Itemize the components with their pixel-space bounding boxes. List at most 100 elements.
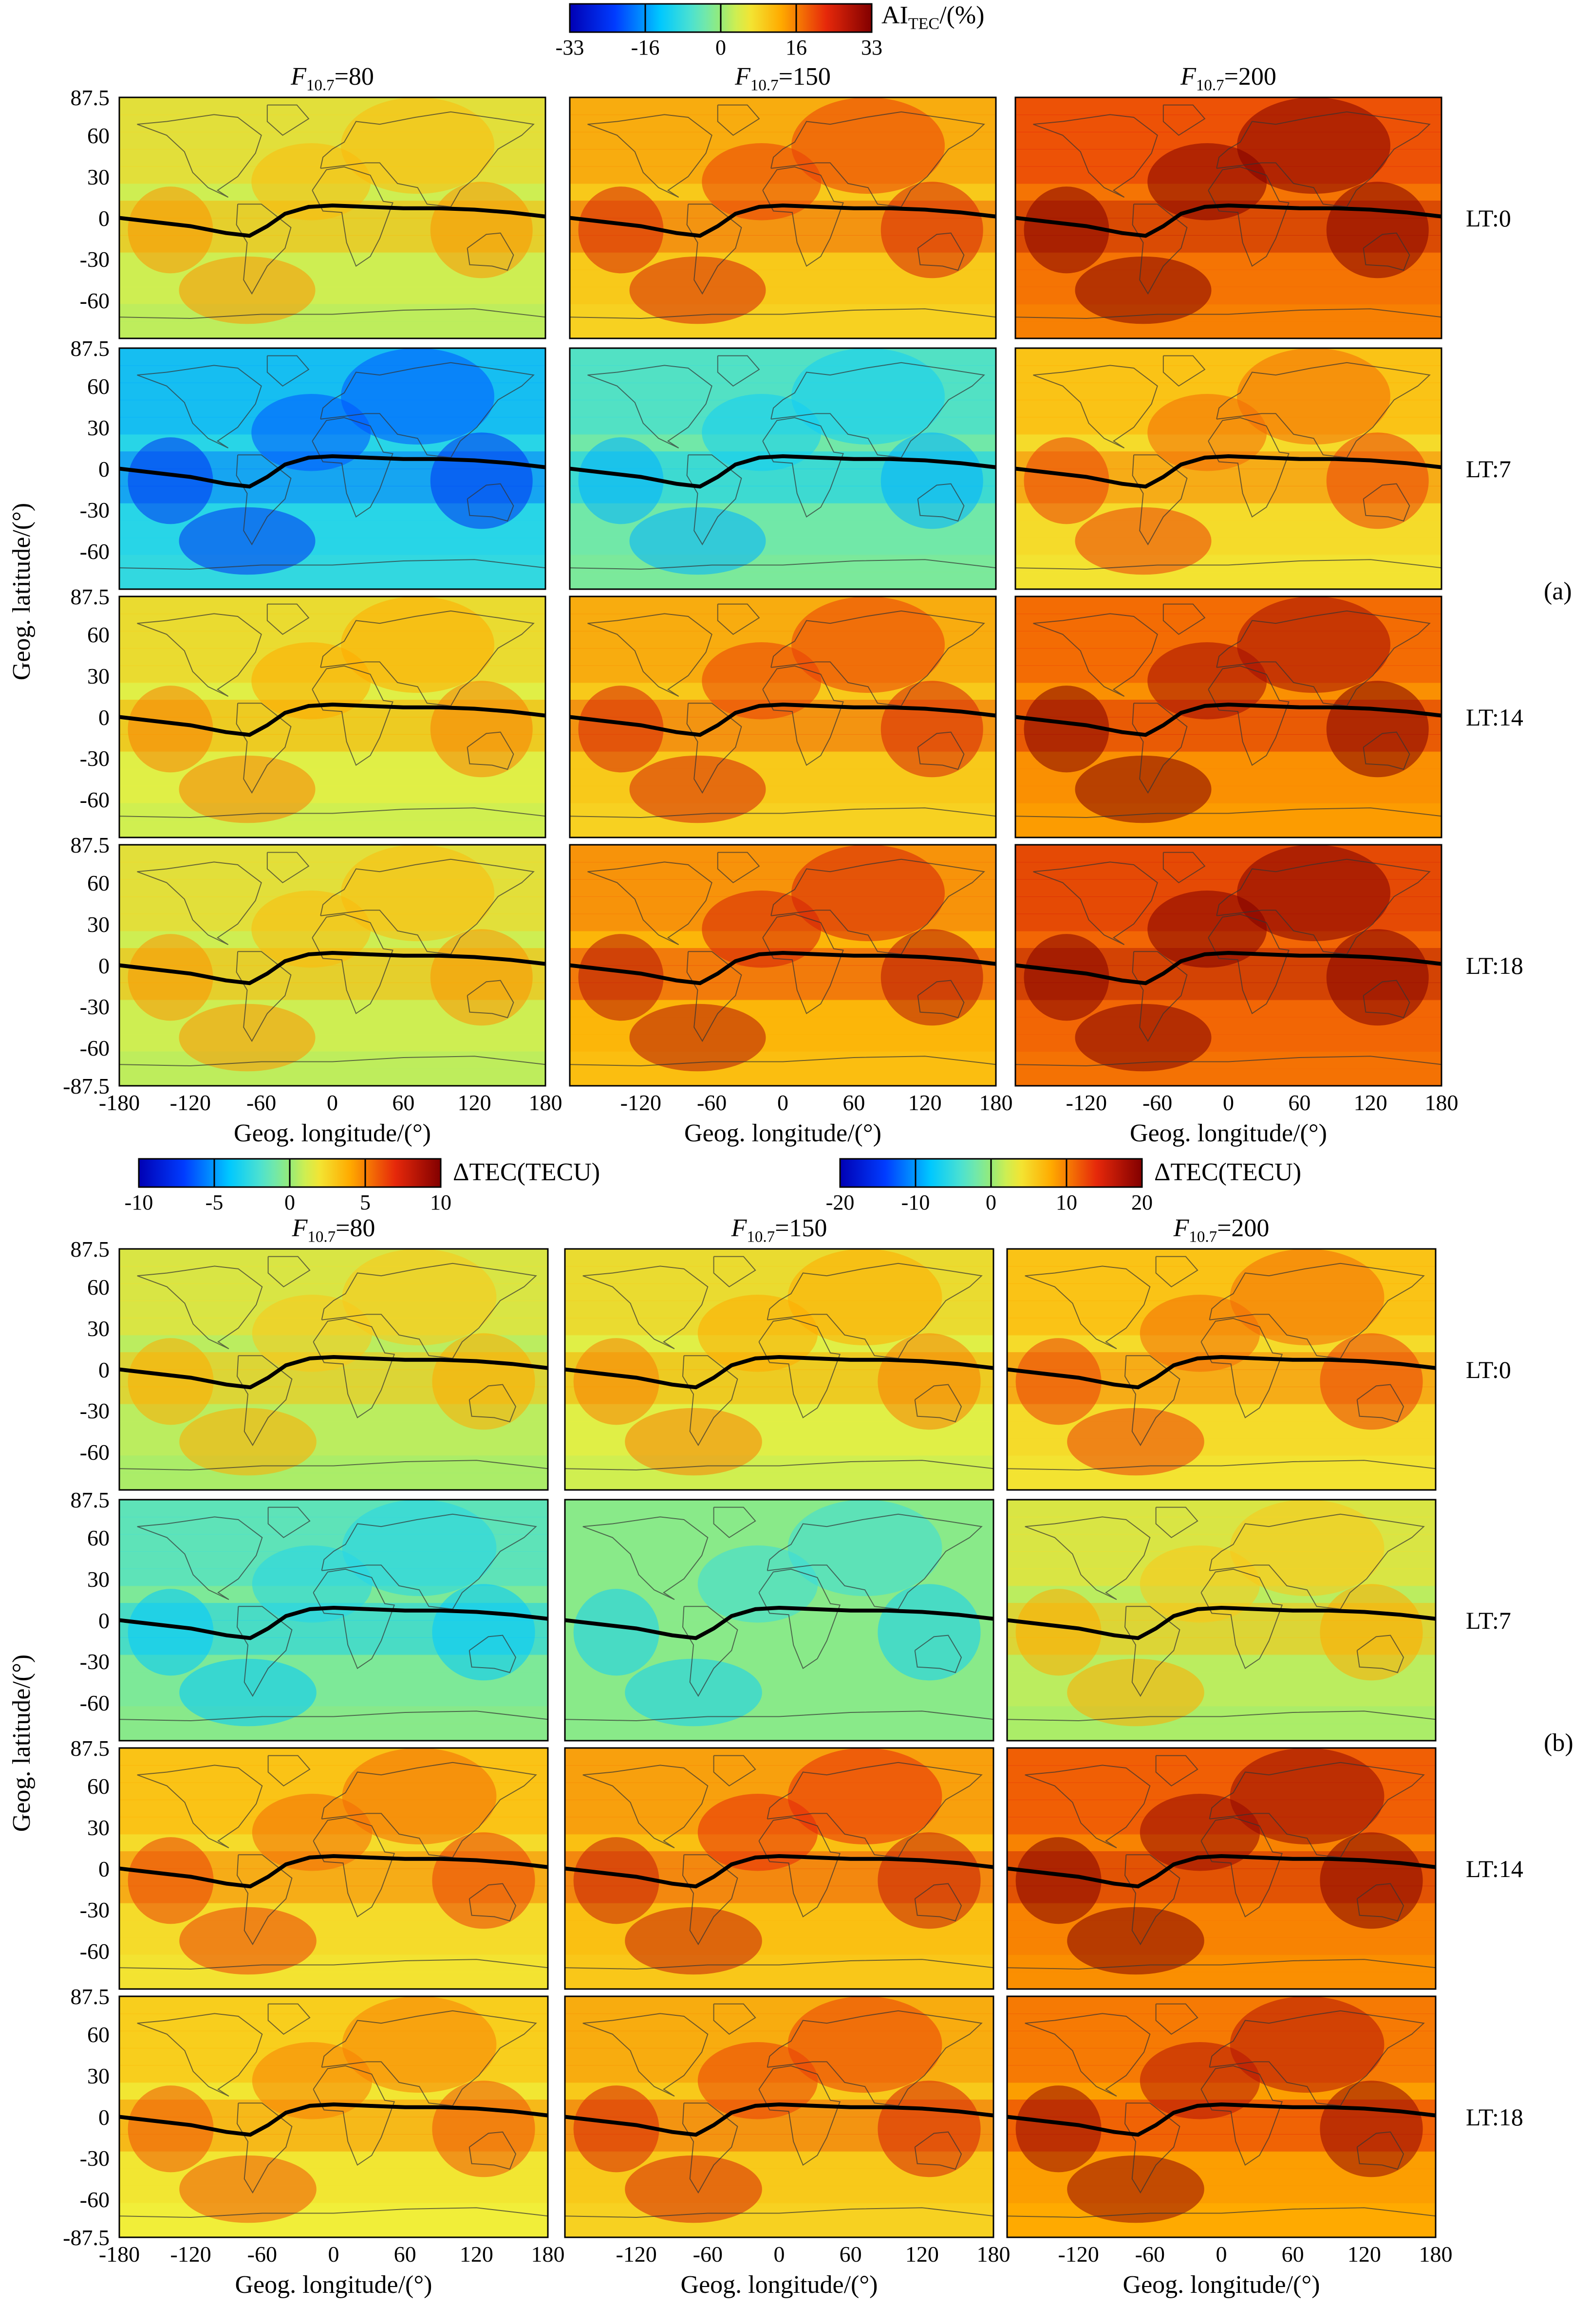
lon-tick-label: 180 [1424,1090,1459,1115]
map-band [1007,1455,1436,1473]
lon-tick-label: -120 [1058,2242,1099,2267]
map-frame [569,96,997,339]
coastline [266,104,310,136]
lat-tick-label: 60 [87,1773,110,1799]
map-band [1007,1472,1436,1490]
coastline [767,1762,983,1858]
map-band [119,803,545,821]
coastline [312,166,393,267]
coastline [266,852,310,884]
colorbar-tick-label: 10 [430,1190,451,1214]
magnetic-equator-line [119,1605,548,1640]
x-axis-label: Geog. longitude/(°) [684,1119,881,1147]
map-anomaly-blob [1067,1658,1204,1727]
lon-tick-label: 120 [905,2242,939,2267]
map-frame [564,1248,994,1491]
map-anomaly-blob [573,1837,659,1924]
map-anomaly-blob [342,1249,497,1345]
lat-tick-label: -87.5 [63,2225,110,2250]
map-panel-b-r0-c2 [1006,1248,1437,1491]
y-axis-label: Geog. latitude/(°) [8,502,36,681]
coastline [467,232,514,271]
coastline [587,365,712,449]
coastline [917,232,965,271]
lt-label: LT:7 [1466,455,1511,483]
map-band [565,1706,993,1724]
map-anomaly-blob [1015,1837,1102,1924]
map-anomaly-blob [578,186,664,274]
map-anomaly-blob [432,1832,535,1929]
map-anomaly-blob [791,596,945,693]
map-anomaly-blob [251,143,371,221]
coastline [266,355,310,387]
coastline [137,613,262,697]
coastline [1155,1755,1198,1787]
map-anomaly-blob [791,348,945,445]
coastline [1025,1265,1151,1350]
map-band [565,1996,993,2014]
lon-tick-label: 180 [531,2242,565,2267]
map-band [119,1954,548,1972]
coastline [1162,355,1206,387]
magnetic-equator-line [119,203,545,238]
coastline [713,1256,756,1288]
map-anomaly-blob [179,755,316,823]
coastline [1216,610,1431,706]
lon-tick-label: 0 [777,1090,788,1115]
coastline [1200,1817,1283,1918]
magnetic-equator-line [565,1355,993,1390]
lat-tick-label: -60 [79,1691,110,1716]
magnetic-equator-line [119,702,545,737]
map-band [565,1723,993,1741]
map-anomaly-blob [128,186,213,274]
map-anomaly-blob [1024,686,1109,773]
magnetic-equator-line [1015,950,1441,985]
f-symbol: F [291,63,306,91]
map-frame [118,1499,549,1742]
map-anomaly-blob [697,1545,818,1623]
map-anomaly-blob [1320,1333,1423,1430]
map-panel-a-r0-c1 [569,96,997,339]
lat-tick-label: 60 [87,123,110,148]
map-band [570,97,996,115]
map-panel-b-r3-c1 [564,1995,994,2238]
lon-tick-label: -60 [247,2242,277,2267]
coastline [321,1513,537,1610]
coastline [713,2003,756,2035]
coastline [1033,613,1158,697]
f-value: =80 [334,63,374,91]
map-frame [569,595,997,838]
lon-tick-label: 120 [1353,1090,1387,1115]
coastline [266,603,310,635]
colorbar-tick-label: -5 [205,1190,224,1214]
lat-tick-label: -30 [79,994,110,1020]
map-frame [1014,96,1442,339]
map-anomaly-blob [878,1584,981,1681]
coastline [119,1460,548,1471]
map-frame [1006,1248,1437,1491]
map-anomaly-blob [1237,97,1390,194]
map-anomaly-blob [1237,596,1390,693]
lt-label: LT:18 [1466,2103,1523,2131]
map-frame [564,1747,994,1990]
coastline [1025,1516,1151,1600]
map-anomaly-blob [1024,437,1109,524]
map-anomaly-blob [1015,2085,1102,2173]
lt-label: LT:14 [1466,703,1523,731]
lat-tick-label: 0 [98,205,110,231]
coastline [1025,2013,1151,2097]
coastline [758,1817,841,1918]
map-anomaly-blob [342,1500,497,1596]
magnetic-equator-line [1007,2102,1436,2137]
map-anomaly-blob [430,929,533,1026]
map-panel-b-r0-c0 [118,1248,549,1491]
coastline [1033,365,1158,449]
lon-tick-label: 180 [528,1090,562,1115]
map-band [1007,1971,1436,1989]
lat-tick-label: 0 [98,456,110,482]
map-panel-a-r3-c2 [1014,844,1442,1087]
lon-tick-label: 180 [979,1090,1013,1115]
coastline [1155,1256,1198,1288]
coastline [137,2013,263,2097]
